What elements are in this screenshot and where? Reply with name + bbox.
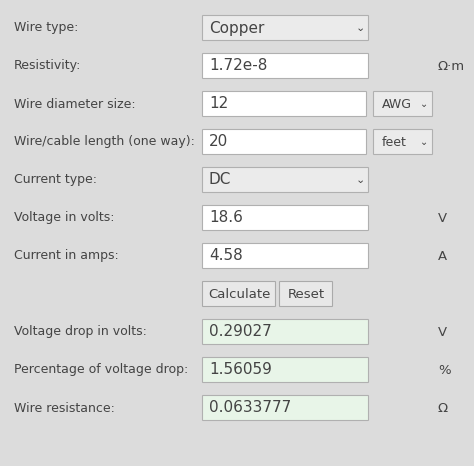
Text: 4.58: 4.58 xyxy=(209,248,243,263)
FancyBboxPatch shape xyxy=(280,281,332,307)
FancyBboxPatch shape xyxy=(202,15,368,41)
FancyBboxPatch shape xyxy=(202,281,275,307)
Text: Wire/cable length (one way):: Wire/cable length (one way): xyxy=(14,136,195,149)
Text: Reset: Reset xyxy=(287,288,325,301)
Text: 12: 12 xyxy=(209,96,228,111)
FancyBboxPatch shape xyxy=(374,130,432,155)
Text: Calculate: Calculate xyxy=(208,288,270,301)
Text: AWG: AWG xyxy=(382,97,412,110)
FancyBboxPatch shape xyxy=(202,206,368,231)
FancyBboxPatch shape xyxy=(202,396,368,420)
Text: Copper: Copper xyxy=(209,21,264,35)
Text: 1.72e-8: 1.72e-8 xyxy=(209,59,267,74)
Text: ⌄: ⌄ xyxy=(356,175,365,185)
Text: V: V xyxy=(438,325,447,338)
Text: Wire resistance:: Wire resistance: xyxy=(14,402,115,414)
Text: 0.29027: 0.29027 xyxy=(209,324,272,340)
Text: Resistivity:: Resistivity: xyxy=(14,60,82,73)
Text: Current type:: Current type: xyxy=(14,173,97,186)
Text: feet: feet xyxy=(382,136,407,149)
Text: DC: DC xyxy=(209,172,231,187)
FancyBboxPatch shape xyxy=(374,91,432,116)
FancyBboxPatch shape xyxy=(202,54,368,78)
FancyBboxPatch shape xyxy=(202,244,368,268)
Text: Wire type:: Wire type: xyxy=(14,21,78,34)
Text: V: V xyxy=(438,212,447,225)
Text: ⌄: ⌄ xyxy=(420,137,428,147)
Text: Ω: Ω xyxy=(438,402,448,414)
FancyBboxPatch shape xyxy=(202,320,368,344)
Text: 1.56059: 1.56059 xyxy=(209,363,272,377)
Text: %: % xyxy=(438,363,451,377)
FancyBboxPatch shape xyxy=(202,130,366,155)
FancyBboxPatch shape xyxy=(202,167,368,192)
Text: ⌄: ⌄ xyxy=(420,99,428,109)
Text: 20: 20 xyxy=(209,135,228,150)
FancyBboxPatch shape xyxy=(202,357,368,383)
Text: Voltage drop in volts:: Voltage drop in volts: xyxy=(14,325,147,338)
Text: Voltage in volts:: Voltage in volts: xyxy=(14,212,115,225)
Text: A: A xyxy=(438,249,447,262)
Text: Percentage of voltage drop:: Percentage of voltage drop: xyxy=(14,363,188,377)
Text: Wire diameter size:: Wire diameter size: xyxy=(14,97,136,110)
FancyBboxPatch shape xyxy=(202,91,366,116)
Text: Current in amps:: Current in amps: xyxy=(14,249,119,262)
Text: 18.6: 18.6 xyxy=(209,211,243,226)
Text: Ω·m: Ω·m xyxy=(438,60,465,73)
Text: ⌄: ⌄ xyxy=(356,23,365,33)
Text: 0.0633777: 0.0633777 xyxy=(209,400,291,416)
